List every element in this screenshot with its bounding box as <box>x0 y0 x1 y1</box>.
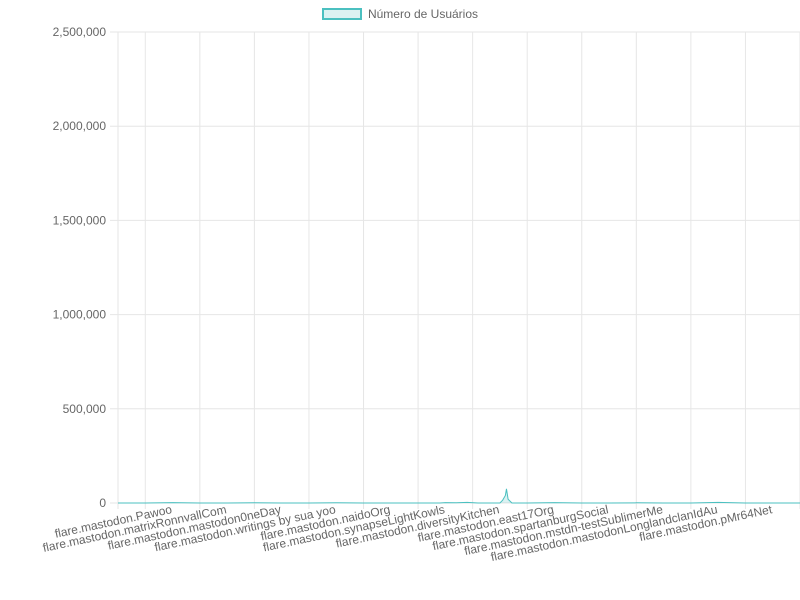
series-line <box>118 488 800 504</box>
y-tick-label: 0 <box>99 496 106 510</box>
legend[interactable]: Número de Usuários <box>0 7 800 21</box>
x-axis-ticks: flare.mastodon.Pawooflare.mastodon.matri… <box>42 502 774 564</box>
y-tick-label: 2,000,000 <box>53 119 107 133</box>
series-area-fill <box>118 488 800 503</box>
y-tick-label: 2,500,000 <box>53 25 107 39</box>
y-tick-label: 500,000 <box>63 402 107 416</box>
y-axis-ticks: 0 500,000 1,000,000 1,500,000 2,000,000 2,500… <box>53 25 107 510</box>
legend-label: Número de Usuários <box>367 7 479 21</box>
y-tick-label: 1,000,000 <box>53 308 107 322</box>
data-area <box>118 488 800 504</box>
legend-swatch[interactable] <box>321 8 362 20</box>
grid-lines <box>110 31 800 509</box>
y-tick-label: 1,500,000 <box>53 213 107 227</box>
